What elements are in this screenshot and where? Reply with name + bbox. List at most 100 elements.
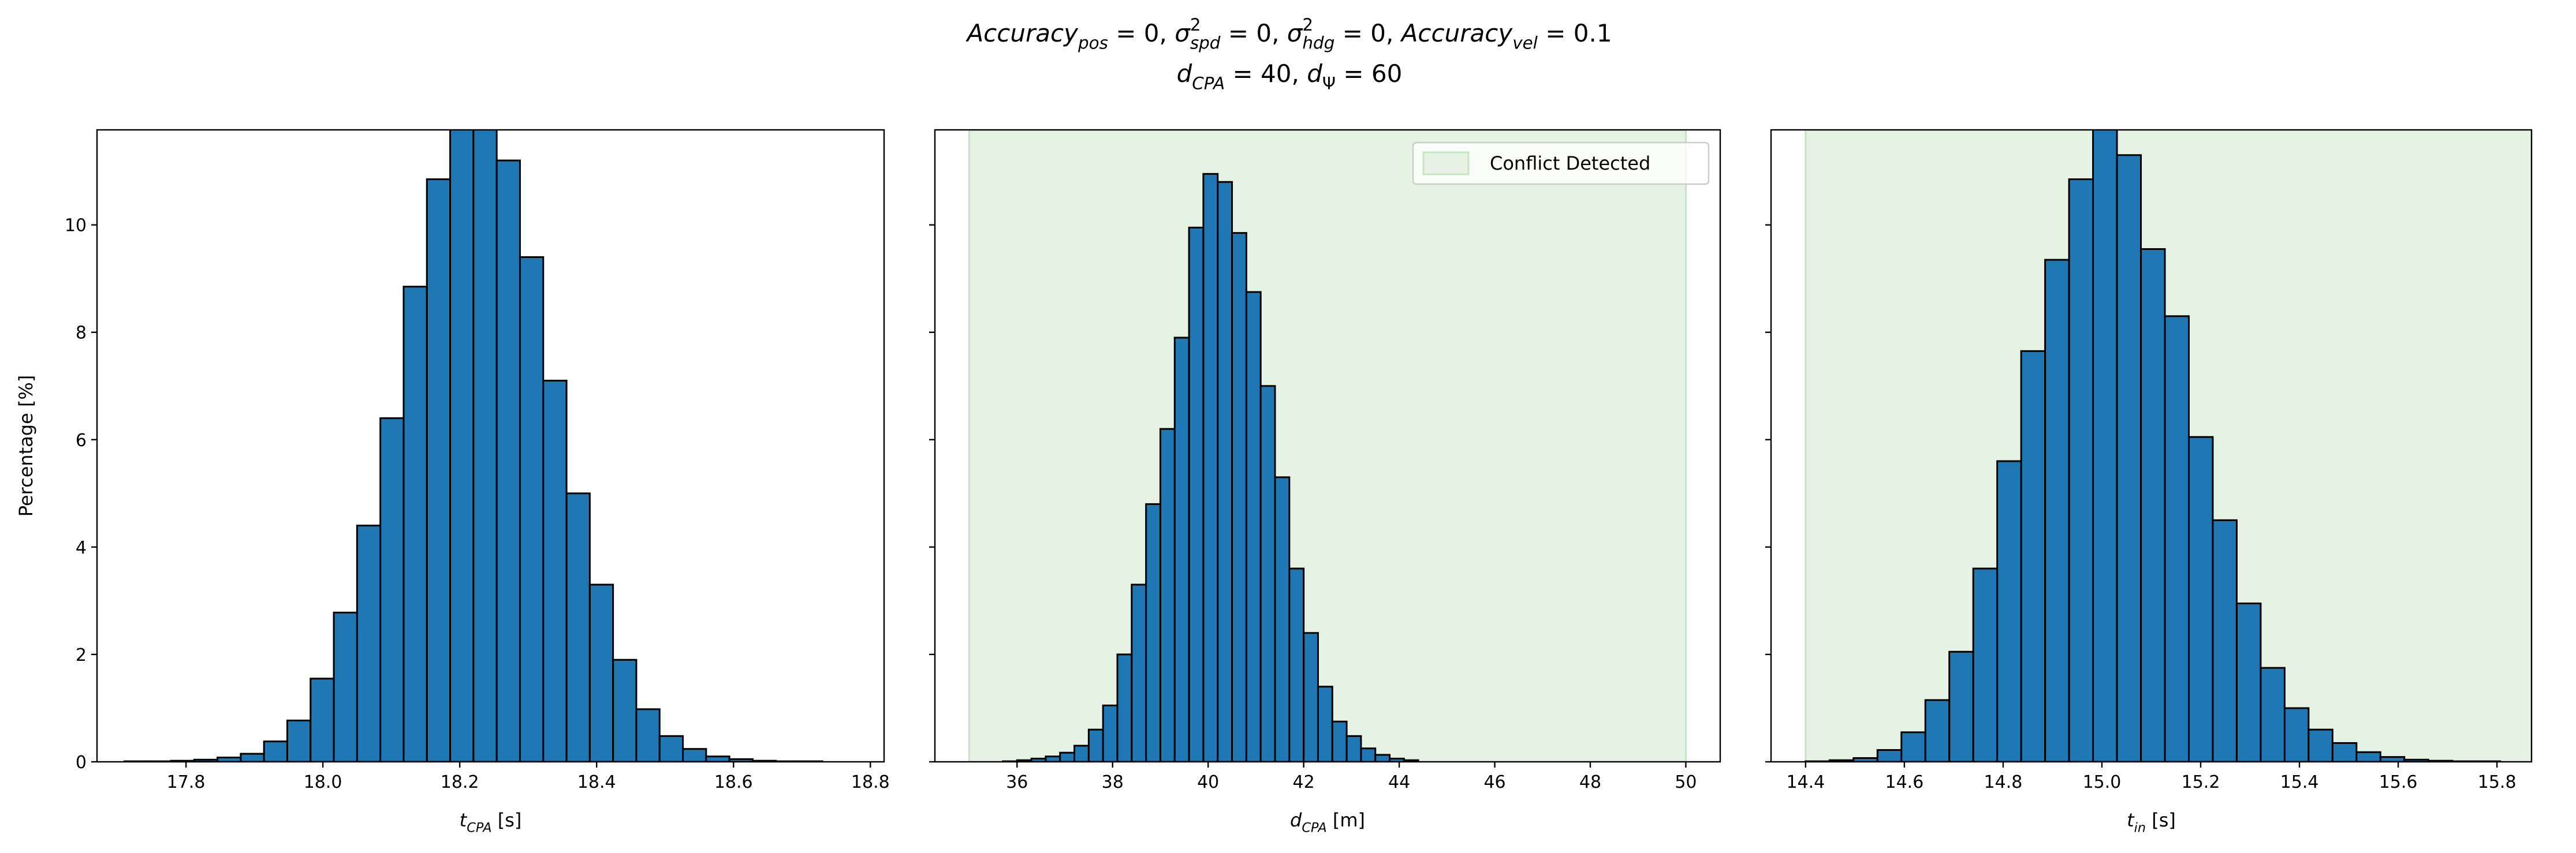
bar: [1259, 385, 1276, 762]
x-tick-label: 18.6: [714, 772, 753, 792]
text-segment: = 0,: [1220, 19, 1287, 47]
bar: [2331, 742, 2358, 762]
plot-area: [123, 130, 823, 762]
bar: [1188, 226, 1205, 762]
bar: [1145, 503, 1161, 762]
bar: [658, 735, 684, 762]
text-segment: pos: [1078, 33, 1108, 53]
bar: [2260, 667, 2286, 762]
bar: [1173, 336, 1190, 762]
bar: [1876, 749, 1903, 762]
x-tick-label: 15.4: [2280, 772, 2319, 792]
x-tick-label: 38: [1102, 772, 1124, 792]
bar: [2164, 315, 2190, 762]
x-tick-label: 15.6: [2379, 772, 2418, 792]
x-tick-label: 50: [1675, 772, 1697, 792]
bar: [1045, 755, 1061, 762]
x-tick-label: 18.2: [441, 772, 479, 792]
bar: [1159, 428, 1176, 762]
legend-patch: [1422, 151, 1470, 175]
x-axis-label: tCPA [s]: [460, 809, 522, 836]
bar: [1245, 291, 1262, 762]
y-tick-label: 6: [76, 431, 87, 451]
bar: [519, 256, 545, 762]
text-segment: = 40,: [1225, 59, 1307, 88]
bar: [2187, 436, 2214, 762]
axes-frame: [96, 129, 885, 763]
text-segment: t: [460, 809, 468, 831]
bar: [1231, 232, 1247, 762]
x-tick-label: 15.8: [2478, 772, 2517, 792]
legend-box: [1412, 141, 1710, 185]
y-tick-label: 8: [76, 323, 87, 343]
text-segment: Accuracy: [965, 19, 1079, 47]
text-segment: = 0.1: [1538, 19, 1612, 47]
plot-area: [1805, 130, 2532, 762]
text-segment: [m]: [1327, 809, 1365, 831]
bar: [2212, 519, 2238, 762]
x-tick-label: 18.0: [304, 772, 342, 792]
bar: [356, 525, 382, 762]
axes-frame: [1770, 129, 2533, 763]
bar: [2068, 178, 2094, 762]
bar: [449, 130, 475, 762]
x-tick-label: 46: [1483, 772, 1505, 792]
y-tick-label: 2: [76, 645, 87, 665]
y-tick-label: 4: [76, 538, 87, 558]
text-segment: = 0,: [1108, 19, 1175, 47]
bar: [2044, 259, 2070, 762]
bar: [588, 583, 614, 762]
text-segment: in: [2134, 821, 2146, 836]
text-segment: σ: [1287, 19, 1303, 47]
bar: [2355, 751, 2381, 762]
x-tick-label: 17.8: [167, 772, 206, 792]
span: [968, 130, 1687, 762]
bar: [2307, 728, 2333, 762]
x-tick-label: 42: [1293, 772, 1315, 792]
y-tick-label: 0: [76, 753, 87, 773]
bar: [333, 611, 358, 762]
bar: [542, 379, 568, 762]
x-tick-label: 14.6: [1885, 772, 1924, 792]
bar: [1345, 735, 1362, 762]
bar: [612, 659, 638, 762]
x-tick-label: 18.8: [851, 772, 890, 792]
title-line: Accuracypos = 0, σ2 spd = 0, σ2 hdg = 0, A…: [965, 15, 1612, 53]
bar: [1317, 686, 1333, 762]
x-tick-label: 15.2: [2182, 772, 2220, 792]
x-tick-label: 18.4: [577, 772, 616, 792]
bar: [1996, 460, 2022, 762]
text-segment: 2: [1302, 15, 1313, 35]
bar: [1331, 720, 1348, 762]
x-tick-label: 14.8: [1984, 772, 2023, 792]
bar: [1972, 567, 1999, 762]
bar: [1217, 181, 1233, 762]
axes-frame: [934, 129, 1721, 763]
text-segment: hdg: [1302, 33, 1334, 53]
bar: [472, 130, 498, 762]
bar: [1924, 699, 1951, 762]
bar: [1303, 632, 1319, 762]
bar: [635, 708, 661, 762]
text-segment: spd: [1190, 33, 1221, 53]
bar: [2379, 756, 2406, 762]
bar: [2235, 603, 2262, 762]
bar: [1948, 650, 1974, 762]
bar: [495, 159, 521, 762]
x-axis-label: dCPA [m]: [1290, 809, 1365, 836]
x-tick-label: 44: [1388, 772, 1410, 792]
x-tick-label: 40: [1197, 772, 1219, 792]
text-segment: = 60: [1336, 59, 1402, 88]
text-segment: [s]: [492, 809, 522, 831]
bar: [1102, 704, 1119, 762]
text-segment: Ψ: [1322, 74, 1336, 93]
text-segment: CPA: [467, 821, 491, 836]
text-segment: t: [2127, 809, 2135, 831]
text-segment: d: [1177, 59, 1192, 88]
bar: [402, 286, 428, 762]
text-segment: 2: [1190, 15, 1201, 35]
text-segment: d: [1307, 59, 1322, 88]
bar: [286, 719, 312, 762]
bar: [1274, 476, 1291, 762]
